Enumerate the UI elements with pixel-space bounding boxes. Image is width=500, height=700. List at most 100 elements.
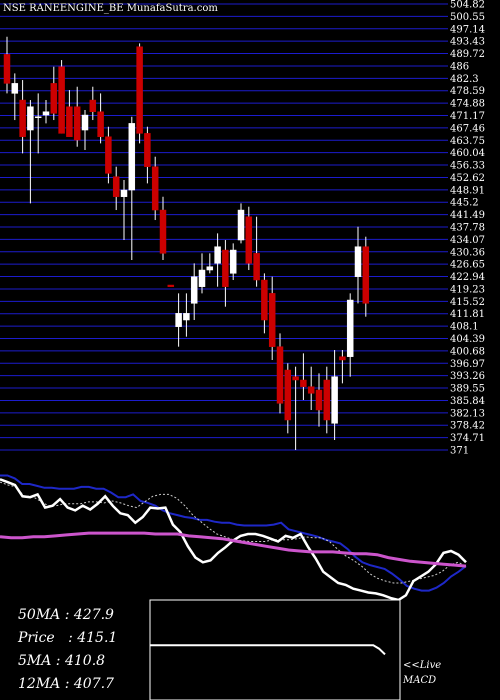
y-tick-label: 486 bbox=[450, 61, 469, 72]
y-tick-label: 504.82 bbox=[450, 0, 485, 11]
y-tick-label: 396.97 bbox=[450, 359, 485, 370]
candle bbox=[58, 60, 65, 134]
y-tick-label: 489.72 bbox=[450, 49, 485, 60]
candle-body bbox=[144, 133, 151, 167]
candle bbox=[105, 126, 112, 184]
y-tick-label: 456.33 bbox=[450, 161, 485, 172]
candle bbox=[292, 366, 299, 450]
candle bbox=[253, 216, 260, 287]
candle-body bbox=[190, 276, 198, 304]
candle bbox=[175, 293, 182, 347]
candle bbox=[214, 233, 221, 287]
y-tick-label: 478.59 bbox=[450, 86, 485, 97]
candle bbox=[183, 293, 190, 337]
y-tick-label: 404.39 bbox=[450, 334, 485, 345]
candle bbox=[245, 206, 253, 271]
candle bbox=[362, 236, 370, 317]
ma-band-line bbox=[0, 531, 467, 568]
candle-body bbox=[19, 99, 26, 137]
candle-body bbox=[292, 376, 299, 381]
stat-price: Price : 415.1 bbox=[18, 630, 118, 646]
macd-box bbox=[149, 599, 401, 700]
candle bbox=[27, 100, 34, 204]
y-tick-label: 374.71 bbox=[450, 433, 485, 444]
candle-body bbox=[105, 136, 112, 174]
candle-body bbox=[362, 246, 370, 304]
candle-body bbox=[300, 379, 307, 387]
y-tick-label: 460.04 bbox=[450, 148, 485, 159]
candle bbox=[190, 263, 198, 321]
y-tick-label: 448.91 bbox=[450, 185, 485, 196]
y-tick-label: 482.3 bbox=[450, 74, 479, 85]
y-tick-label: 422.94 bbox=[450, 272, 485, 283]
indicator-blue-line bbox=[0, 474, 467, 592]
candle bbox=[50, 66, 58, 121]
chart-title: NSE RANEENGINE_BE MunafaSutra.com bbox=[3, 3, 218, 14]
candle-body bbox=[136, 46, 143, 134]
macd-panel bbox=[149, 599, 401, 700]
candle bbox=[151, 156, 159, 221]
candle-body bbox=[3, 54, 11, 84]
candle-body bbox=[323, 379, 331, 421]
candle-body bbox=[159, 209, 167, 254]
candle bbox=[339, 350, 346, 384]
y-tick-label: 471.17 bbox=[450, 111, 485, 122]
candle-body bbox=[89, 99, 97, 112]
candle-body bbox=[222, 249, 229, 287]
candle-body bbox=[198, 269, 206, 287]
candle-body bbox=[11, 83, 19, 94]
y-tick-label: 389.55 bbox=[450, 384, 485, 395]
candlesticks bbox=[3, 36, 370, 450]
y-tick-label: 467.46 bbox=[450, 123, 485, 134]
y-tick-label: 497.14 bbox=[450, 24, 485, 35]
stat-5ma: 5MA : 410.8 bbox=[18, 653, 106, 669]
candle bbox=[144, 126, 151, 184]
y-tick-label: 371 bbox=[450, 446, 469, 457]
candle-body bbox=[229, 249, 237, 274]
candle bbox=[354, 226, 362, 304]
candle bbox=[66, 90, 73, 137]
candle bbox=[307, 366, 315, 411]
candle bbox=[34, 93, 42, 154]
price-axis-ticks: 504.82500.55497.14493.43489.72486482.347… bbox=[450, 0, 485, 457]
candle bbox=[128, 116, 136, 261]
candle bbox=[222, 240, 229, 307]
candle-body bbox=[73, 106, 81, 141]
live-label: <<Live bbox=[403, 660, 442, 671]
candle-body bbox=[34, 116, 42, 118]
candle bbox=[276, 333, 284, 414]
candle-body bbox=[183, 313, 190, 321]
candle-body bbox=[206, 266, 214, 271]
indicator-dotted-line bbox=[0, 481, 467, 584]
y-tick-label: 493.43 bbox=[450, 37, 485, 48]
candle-body bbox=[276, 346, 284, 404]
y-tick-label: 411.81 bbox=[450, 309, 485, 320]
candle-body bbox=[175, 313, 182, 327]
candle bbox=[300, 353, 307, 401]
y-tick-label: 437.78 bbox=[450, 223, 485, 234]
y-tick-label: 393.26 bbox=[450, 371, 485, 382]
candle bbox=[3, 36, 11, 94]
candle-body bbox=[120, 189, 128, 197]
macd-label: MACD bbox=[403, 675, 437, 686]
candle bbox=[112, 166, 120, 211]
candle bbox=[237, 203, 245, 244]
y-tick-label: 452.62 bbox=[450, 173, 485, 184]
candle-body bbox=[261, 279, 268, 321]
candle bbox=[229, 243, 237, 281]
candle-body bbox=[237, 209, 245, 241]
candle bbox=[97, 93, 104, 144]
y-tick-label: 500.55 bbox=[450, 12, 485, 23]
stat-50ma: 50MA : 427.9 bbox=[18, 607, 114, 623]
candle bbox=[81, 110, 89, 151]
candle bbox=[19, 80, 26, 154]
candle bbox=[315, 373, 323, 427]
price-grid bbox=[0, 3, 448, 451]
candle bbox=[268, 276, 276, 361]
candle bbox=[331, 350, 338, 441]
candle bbox=[167, 284, 175, 287]
candle bbox=[89, 86, 97, 121]
y-tick-label: 378.42 bbox=[450, 421, 485, 432]
macd-line bbox=[150, 644, 386, 656]
candle-body bbox=[354, 246, 362, 277]
